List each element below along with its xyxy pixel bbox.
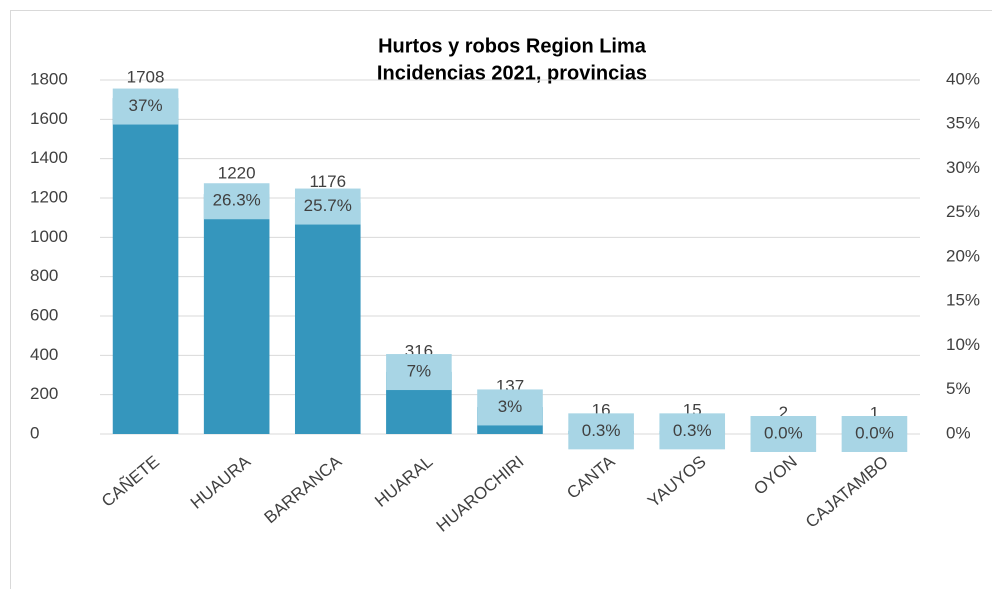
percent-box xyxy=(841,416,908,452)
percent-label: 3% xyxy=(498,397,523,416)
y-tick-label: 1400 xyxy=(30,148,68,167)
y-tick-label: 1200 xyxy=(30,187,68,206)
percent-label: 0.3% xyxy=(673,421,712,440)
y2-tick-label: 20% xyxy=(946,246,980,265)
percent-label: 0.0% xyxy=(855,423,894,442)
y-tick-label: 800 xyxy=(30,266,58,285)
percent-box xyxy=(112,88,179,125)
y-tick-label: 1600 xyxy=(30,109,68,128)
x-tick-label: CAÑETE xyxy=(98,452,163,511)
y-tick-label: 200 xyxy=(30,384,58,403)
x-tick-label: CAJATAMBO xyxy=(802,452,892,532)
percent-box xyxy=(203,183,270,220)
y-tick-label: 600 xyxy=(30,305,58,324)
x-tick-label: HUARAL xyxy=(371,452,436,511)
y2-tick-label: 25% xyxy=(946,202,980,221)
x-tick-label: BARRANCA xyxy=(261,452,346,528)
value-label: 1176 xyxy=(309,172,346,191)
percent-box xyxy=(659,413,726,450)
x-tick-label: HUAROCHIRI xyxy=(433,452,528,536)
y2-tick-label: 30% xyxy=(946,158,980,177)
percent-box xyxy=(294,188,361,225)
percent-box xyxy=(568,413,634,450)
y2-tick-label: 15% xyxy=(946,291,980,310)
x-tick-label: CANTA xyxy=(563,452,619,503)
x-tick-label: HUAURA xyxy=(187,452,255,513)
y2-tick-label: 40% xyxy=(946,69,980,88)
percent-box xyxy=(386,354,452,391)
chart-subtitle: Incidencias 2021, provincias xyxy=(377,62,647,84)
chart-border xyxy=(10,10,992,589)
percent-box xyxy=(477,389,543,426)
chart-title: Hurtos y robos Region Lima xyxy=(378,35,647,57)
x-tick-label: YAUYOS xyxy=(644,452,710,511)
y2-tick-label: 35% xyxy=(946,114,980,133)
bar xyxy=(203,194,270,434)
percent-label: 0.0% xyxy=(764,423,803,442)
value-label: 1220 xyxy=(218,164,256,183)
percent-label: 25.7% xyxy=(304,196,352,215)
y-tick-label: 400 xyxy=(30,345,58,364)
value-label: 2 xyxy=(779,403,788,422)
y2-tick-label: 10% xyxy=(946,335,980,354)
percent-label: 37% xyxy=(129,96,163,115)
y-tick-label: 0 xyxy=(30,423,39,442)
y2-tick-label: 0% xyxy=(946,423,971,442)
percent-label: 26.3% xyxy=(213,191,261,210)
value-label: 1708 xyxy=(127,68,165,87)
percent-label: 0.3% xyxy=(582,421,621,440)
bar xyxy=(294,202,361,434)
percent-box xyxy=(750,416,817,452)
value-label: 1 xyxy=(870,403,879,422)
percent-label: 7% xyxy=(407,362,432,381)
x-tick-label: OYON xyxy=(750,452,801,499)
y-tick-label: 1800 xyxy=(30,69,68,88)
y2-tick-label: 5% xyxy=(946,379,971,398)
bar xyxy=(112,98,179,435)
y-tick-label: 1000 xyxy=(30,227,68,246)
